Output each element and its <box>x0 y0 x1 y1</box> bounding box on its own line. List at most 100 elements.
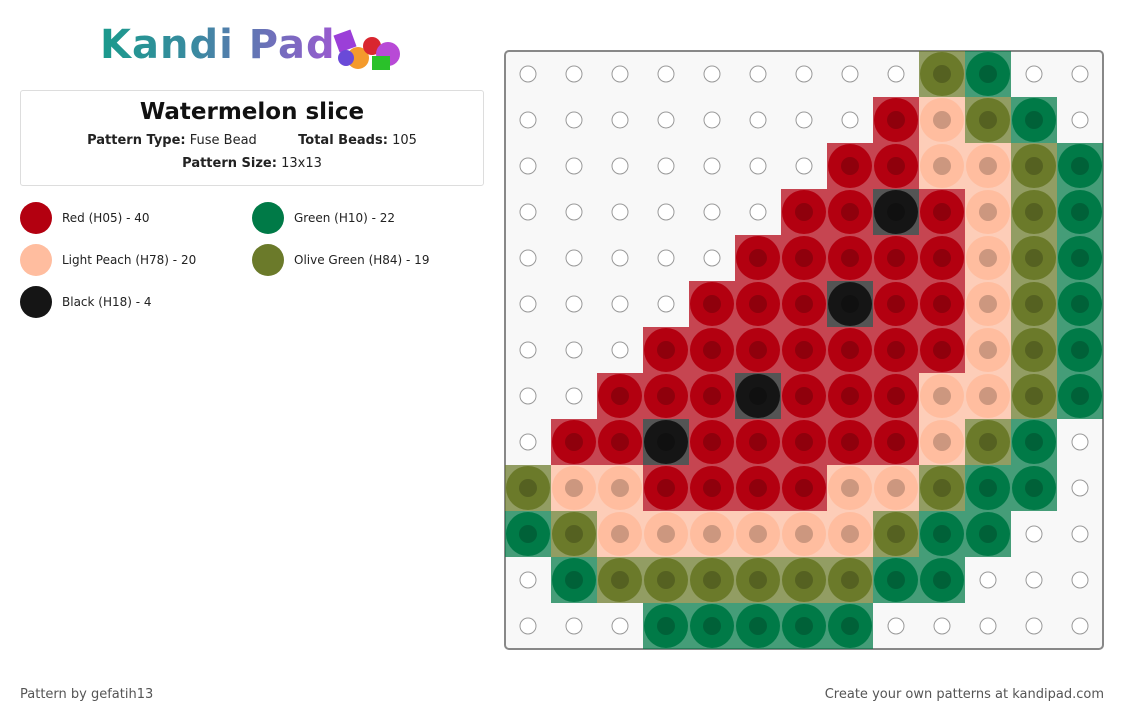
bead-hole <box>979 111 997 129</box>
empty-peg <box>1025 525 1043 543</box>
legend-swatch <box>20 286 52 318</box>
bead <box>552 558 596 602</box>
bead <box>506 466 550 510</box>
bead-hole <box>657 433 675 451</box>
bead-hole <box>933 111 951 129</box>
empty-peg <box>1025 65 1043 83</box>
empty-peg <box>519 341 537 359</box>
bead-hole <box>703 295 721 313</box>
bead <box>920 466 964 510</box>
bead-hole <box>657 479 675 497</box>
bead-hole <box>657 341 675 359</box>
empty-peg <box>1071 65 1089 83</box>
empty-peg <box>657 111 675 129</box>
empty-peg <box>565 387 583 405</box>
empty-peg <box>1071 617 1089 635</box>
bead-hole <box>749 433 767 451</box>
empty-peg <box>703 65 721 83</box>
bead <box>644 374 688 418</box>
bead-hole <box>795 203 813 221</box>
bead <box>828 190 872 234</box>
bead <box>736 604 780 648</box>
bead-board <box>504 50 1104 650</box>
bead <box>920 52 964 96</box>
bead <box>690 328 734 372</box>
label: Total Beads: <box>298 133 388 148</box>
bead-hole <box>795 433 813 451</box>
promo-link[interactable]: Create your own patterns at kandipad.com <box>824 687 1104 702</box>
bead <box>736 236 780 280</box>
bead <box>598 512 642 556</box>
bead <box>1058 282 1102 326</box>
empty-peg <box>519 249 537 267</box>
bead-hole <box>1071 295 1089 313</box>
bead <box>736 282 780 326</box>
empty-peg <box>565 341 583 359</box>
bead-hole <box>887 387 905 405</box>
bead-hole <box>749 479 767 497</box>
bead <box>874 374 918 418</box>
empty-peg <box>657 157 675 175</box>
pattern-title: Watermelon slice <box>139 99 365 125</box>
bead-hole <box>657 387 675 405</box>
bead-hole <box>841 571 859 589</box>
empty-peg <box>795 111 813 129</box>
bead-hole <box>933 157 951 175</box>
empty-peg <box>703 111 721 129</box>
bead-hole <box>1025 479 1043 497</box>
legend-item: Green (H10) - 22 <box>252 202 395 234</box>
bead-hole <box>611 433 629 451</box>
bead <box>920 512 964 556</box>
bead-hole <box>519 525 537 543</box>
bead <box>828 558 872 602</box>
bead <box>552 466 596 510</box>
bead <box>1012 190 1056 234</box>
bead <box>874 98 918 142</box>
bead <box>1012 236 1056 280</box>
bead <box>874 190 918 234</box>
bead <box>736 512 780 556</box>
bead <box>828 604 872 648</box>
bead <box>828 144 872 188</box>
bead-hole <box>933 479 951 497</box>
legend-label: Olive Green (H84) - 19 <box>294 253 430 267</box>
bead <box>736 466 780 510</box>
bead <box>874 512 918 556</box>
bead-hole <box>979 387 997 405</box>
empty-peg <box>749 111 767 129</box>
bead-hole <box>887 157 905 175</box>
bead <box>828 374 872 418</box>
bead-hole <box>841 295 859 313</box>
bead <box>690 282 734 326</box>
bead-hole <box>979 525 997 543</box>
bead <box>1012 420 1056 464</box>
bead-hole <box>657 571 675 589</box>
bead-hole <box>1071 249 1089 267</box>
bead-hole <box>611 479 629 497</box>
bead-hole <box>887 295 905 313</box>
bead-hole <box>749 249 767 267</box>
logo[interactable]: Kandi Pad <box>100 22 336 68</box>
bead-hole <box>749 525 767 543</box>
bead-hole <box>841 157 859 175</box>
bead-hole <box>1071 157 1089 175</box>
empty-peg <box>519 387 537 405</box>
bead <box>966 52 1010 96</box>
legend-label: Green (H10) - 22 <box>294 211 396 225</box>
bead <box>874 328 918 372</box>
bead-hole <box>749 571 767 589</box>
bead <box>782 282 826 326</box>
legend-swatch <box>20 202 52 234</box>
empty-peg <box>841 111 859 129</box>
bead-hole <box>565 479 583 497</box>
bead <box>966 98 1010 142</box>
bead-hole <box>1025 341 1043 359</box>
bead-hole <box>841 433 859 451</box>
bead <box>644 420 688 464</box>
bead <box>736 374 780 418</box>
empty-peg <box>795 65 813 83</box>
value: 105 <box>392 133 417 148</box>
empty-peg <box>519 295 537 313</box>
bead <box>1058 144 1102 188</box>
